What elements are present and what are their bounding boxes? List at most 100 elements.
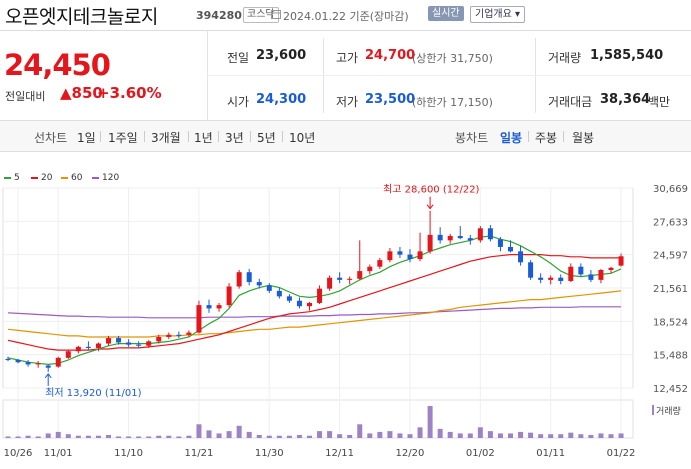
ma120-line <box>7 306 622 319</box>
legend-ma20: 20 <box>41 173 53 183</box>
tab-1w[interactable]: 1주일 <box>108 131 138 145</box>
volume-bar <box>558 434 564 438</box>
volume-bar <box>317 431 323 438</box>
tab-separator <box>250 131 251 142</box>
candle-body <box>276 290 282 297</box>
volume-bar <box>106 434 111 438</box>
legend-ma120: 120 <box>102 173 120 183</box>
volume-bar <box>126 436 132 438</box>
volume-bar <box>75 435 81 438</box>
x-tick-label: 01/22 <box>607 448 636 459</box>
candle-body <box>226 286 232 306</box>
legend-ma5-swatch <box>4 177 11 179</box>
x-tick-label: 12/11 <box>325 448 354 459</box>
low-annotation: 최저 13,920 (11/01) <box>45 387 141 399</box>
volume-bar <box>397 433 403 438</box>
change-label: 전일대비 <box>5 90 46 103</box>
tab-5y[interactable]: 5년 <box>257 131 276 145</box>
volume-legend-label: 거래량 <box>656 405 681 417</box>
volume-bar <box>387 431 393 438</box>
volume-bar <box>598 433 604 438</box>
candle-body <box>417 251 423 260</box>
candle-body <box>236 272 242 287</box>
stock-code: 394280 <box>196 9 242 22</box>
tab-10y[interactable]: 10년 <box>289 131 316 145</box>
candle-body <box>528 262 534 278</box>
tab-separator <box>188 131 189 142</box>
candle-body <box>367 266 373 272</box>
volume-bar <box>276 435 282 438</box>
volume-bar <box>457 433 463 438</box>
volume-bar <box>588 434 594 438</box>
legend-ma120-swatch <box>92 177 99 179</box>
company-overview-button[interactable]: 기업개요 ▾ <box>470 6 525 23</box>
candle-body <box>508 246 513 252</box>
prev-close-label: 전일 <box>227 51 250 65</box>
ma60-line <box>7 290 622 338</box>
legend-ma60: 60 <box>71 173 83 183</box>
candle-body <box>327 277 333 289</box>
candle-body <box>85 346 91 348</box>
volume-legend-swatch <box>652 405 654 415</box>
x-tick-label: 11/30 <box>255 448 284 459</box>
candle-body <box>256 282 262 286</box>
base-date: 2024.01.22 기준(장마감) <box>283 10 409 23</box>
low-value: 23,500 <box>365 92 416 107</box>
stock-name: 오픈엣지테크놀로지 <box>5 6 158 28</box>
current-price: 24,450 <box>4 48 111 82</box>
candle-body <box>497 239 503 247</box>
candle-body <box>317 288 323 303</box>
header-divider <box>0 30 691 31</box>
volume-bar <box>447 431 453 438</box>
candle-body <box>65 351 71 358</box>
volume-bar <box>477 427 483 438</box>
volume-bar <box>116 436 122 438</box>
x-tick-label: 11/01 <box>44 448 73 459</box>
volume-bar <box>487 431 493 438</box>
amount-unit: 백만 <box>648 95 671 109</box>
volume-bar <box>15 436 21 438</box>
volume-bar <box>146 436 152 438</box>
x-tick-label: 11/10 <box>114 448 143 459</box>
candle-body <box>457 235 463 239</box>
lower-limit: (하한가 17,150) <box>412 96 493 109</box>
volume-bar <box>307 435 312 438</box>
candle-body <box>166 334 172 337</box>
tab-3m[interactable]: 3개월 <box>151 131 181 145</box>
candle-body <box>106 338 111 344</box>
tab-monthly[interactable]: 월봉 <box>572 131 595 145</box>
tab-1y[interactable]: 1년 <box>194 131 213 145</box>
tab-daily[interactable]: 일봉 <box>500 131 523 145</box>
low-label: 저가 <box>336 95 359 109</box>
volume-bar <box>25 435 31 438</box>
volume-bar <box>55 431 61 438</box>
candle-body <box>588 274 594 280</box>
candle-body <box>618 256 624 266</box>
tab-3y[interactable]: 3년 <box>225 131 244 145</box>
ma5-line <box>7 235 622 366</box>
volume-bar <box>186 435 192 438</box>
candle-body <box>35 363 41 365</box>
tab-separator <box>218 131 219 142</box>
candle-body <box>578 266 584 275</box>
tab-weekly[interactable]: 주봉 <box>535 131 558 145</box>
candle-body <box>337 277 343 280</box>
candle-body <box>608 267 614 271</box>
high-label: 고가 <box>336 51 359 65</box>
candle-body <box>45 365 51 368</box>
candle-body <box>216 305 222 309</box>
volume-bar <box>216 433 222 438</box>
candle-body <box>407 254 413 260</box>
volume-bar <box>437 428 443 438</box>
realtime-button[interactable]: 실시간 <box>428 6 464 21</box>
calendar-icon <box>271 10 281 19</box>
candle-body <box>477 228 483 241</box>
stock-header: 오픈엣지테크놀로지 394280 코스닥 2024.01.22 기준(장마감) … <box>0 0 691 30</box>
open-label: 시가 <box>227 95 250 109</box>
legend-ma5: 5 <box>14 173 20 183</box>
candle-body <box>347 278 353 280</box>
tab-1d[interactable]: 1일 <box>77 131 96 145</box>
candle-body <box>447 235 453 241</box>
volume-bar <box>357 424 363 438</box>
